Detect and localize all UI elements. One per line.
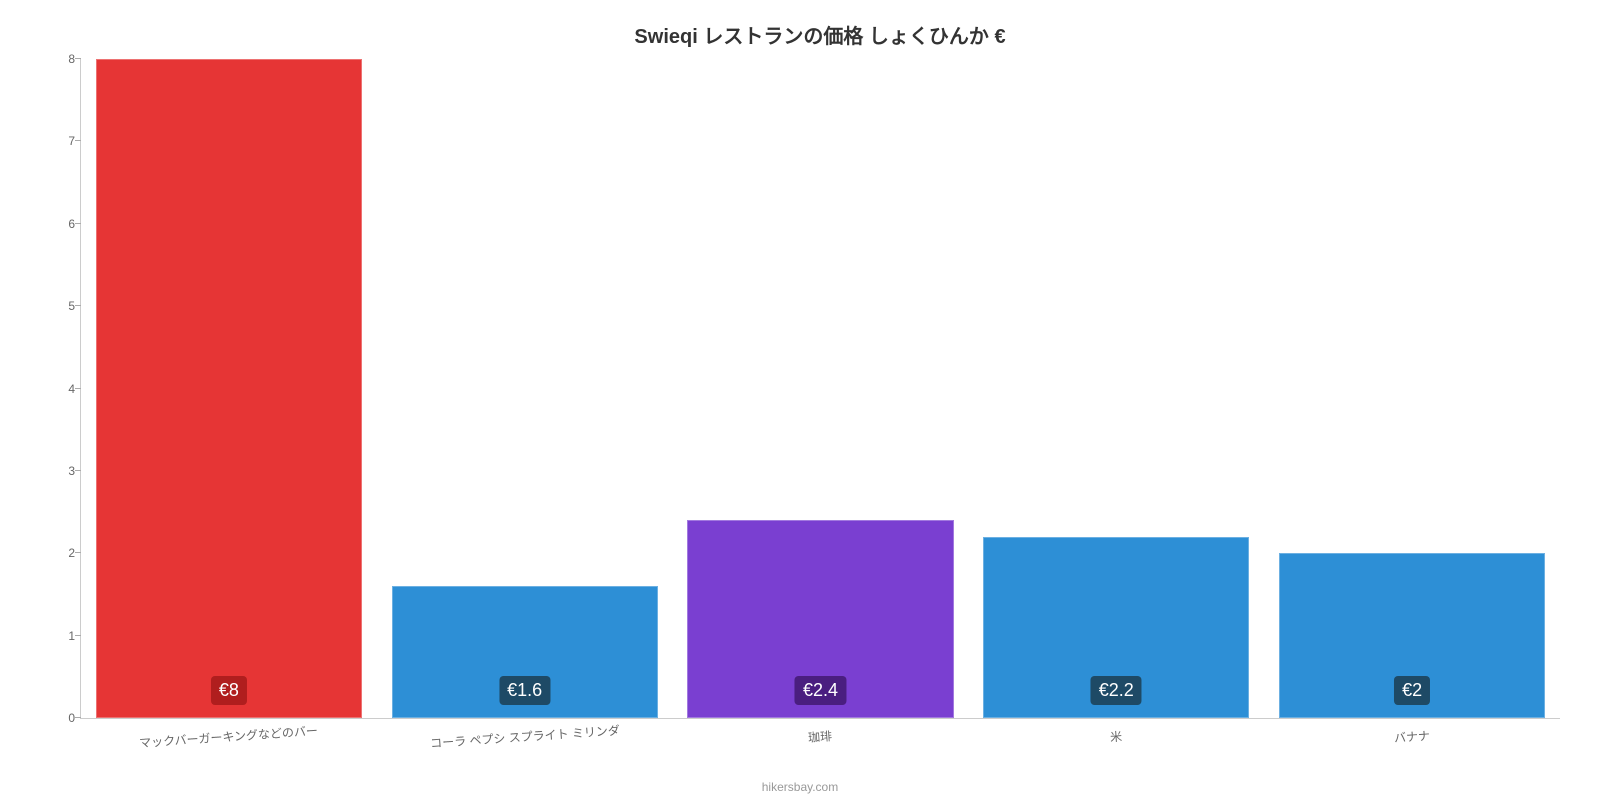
bar: €1.6: [392, 586, 658, 718]
ytick-label: 2: [51, 546, 75, 560]
ytick-label: 3: [51, 464, 75, 478]
bar-slot: €8: [81, 59, 377, 718]
bar-value-label: €8: [211, 676, 247, 705]
chart-title: Swieqi レストランの価格 しょくひんか €: [80, 20, 1560, 49]
ytick-label: 4: [51, 382, 75, 396]
bar-slot: €2.2: [968, 59, 1264, 718]
ytick-label: 7: [51, 134, 75, 148]
attribution-text: hikersbay.com: [762, 780, 838, 794]
ytick-label: 0: [51, 711, 75, 725]
ytick-label: 6: [51, 217, 75, 231]
ytick-mark: [75, 470, 81, 471]
x-axis-labels: マックバーガーキングなどのバーコーラ ペプシ スプライト ミリンダ 珈琲 米 バナナ: [81, 718, 1560, 745]
ytick-mark: [75, 552, 81, 553]
x-axis-label: 珈琲: [673, 718, 969, 745]
ytick-mark: [75, 223, 81, 224]
ytick-label: 5: [51, 299, 75, 313]
ytick-mark: [75, 388, 81, 389]
bar: €2: [1279, 553, 1545, 718]
bar: €2.4: [687, 520, 953, 718]
bar-slot: €2.4: [673, 59, 969, 718]
ytick-label: 8: [51, 52, 75, 66]
x-axis-label: 米: [968, 718, 1264, 745]
bar: €2.2: [983, 537, 1249, 718]
x-axis-label: バナナ: [1264, 718, 1560, 745]
x-axis-label-text: 珈琲: [808, 727, 833, 746]
ytick-mark: [75, 58, 81, 59]
ytick-mark: [75, 305, 81, 306]
ytick-mark: [75, 635, 81, 636]
bar-value-label: €2: [1394, 676, 1430, 705]
bar-value-label: €2.4: [795, 676, 846, 705]
plot-area: €8€1.6€2.4€2.2€2 マックバーガーキングなどのバーコーラ ペプシ …: [80, 59, 1560, 719]
bar-value-label: €1.6: [499, 676, 550, 705]
ytick-label: 1: [51, 629, 75, 643]
chart-container: Swieqi レストランの価格 しょくひんか € €8€1.6€2.4€2.2€…: [0, 0, 1600, 800]
x-axis-label-text: マックバーガーキングなどのバー: [139, 722, 319, 751]
bar: €8: [96, 59, 362, 718]
ytick-mark: [75, 140, 81, 141]
bars-group: €8 €1.6 €2.4 €2.2 €2: [81, 59, 1560, 718]
ytick-mark: [75, 717, 81, 718]
x-axis-label-text: バナナ: [1394, 727, 1431, 746]
bar-value-label: €2.2: [1091, 676, 1142, 705]
x-axis-label: マックバーガーキングなどのバー: [81, 718, 377, 745]
bar-slot: €1.6: [377, 59, 673, 718]
x-axis-label-text: 米: [1110, 728, 1123, 746]
x-axis-label-text: コーラ ペプシ スプライト ミリンダ: [429, 721, 620, 751]
bar-slot: €2: [1264, 59, 1560, 718]
x-axis-label: コーラ ペプシ スプライト ミリンダ: [377, 718, 673, 745]
